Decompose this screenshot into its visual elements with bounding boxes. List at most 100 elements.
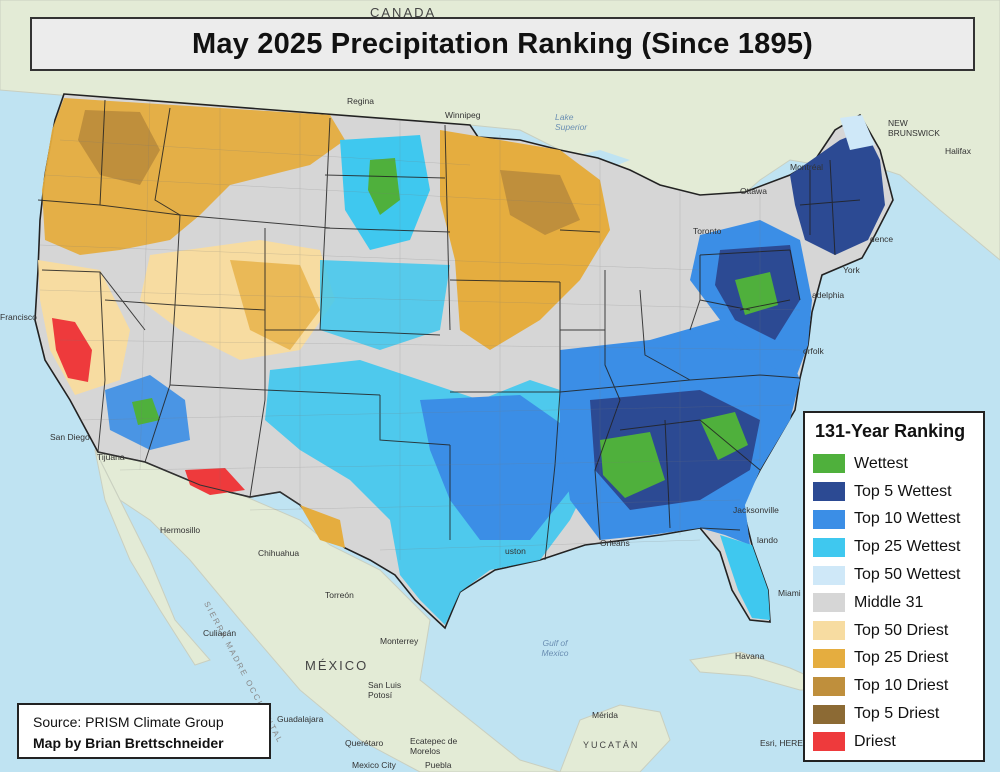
legend-item-top10-driest: Top 10 Driest: [813, 672, 975, 700]
new-england-top50-wet-patch: [840, 115, 875, 150]
legend-label: Driest: [854, 732, 896, 750]
legend-swatch: [813, 676, 845, 696]
label-tijuana: Tijuana: [97, 452, 125, 462]
montana-wettest-patch: [368, 158, 400, 215]
label-miami: Miami: [778, 588, 801, 598]
great-basin-dry-patch: [230, 260, 320, 350]
plains-wet-patch: [320, 260, 450, 350]
legend-swatch: [813, 537, 845, 557]
florida-wet-patch: [720, 535, 770, 620]
label-san-luis-potosi: San Luis Potosí: [368, 680, 402, 700]
legend-swatch: [813, 621, 845, 641]
new-england-wet-patch: [790, 130, 885, 255]
arizona-driest-patch: [185, 468, 245, 495]
label-norfolk: orfolk: [803, 346, 824, 356]
label-monterrey: Monterrey: [380, 636, 419, 646]
legend-item-top50-wettest: Top 50 Wettest: [813, 561, 975, 589]
label-new-brunswick: NEW BRUNSWICK: [888, 118, 940, 138]
legend-label: Top 5 Driest: [854, 705, 940, 723]
label-merida: Mérida: [592, 710, 618, 720]
legend-item-middle31: Middle 31: [813, 589, 975, 617]
texas-coast-dry-patch: [300, 505, 345, 548]
legend-item-top5-wettest: Top 5 Wettest: [813, 478, 975, 506]
label-san-francisco: Francisco: [0, 312, 37, 322]
label-mexico-city: Mexico City: [352, 760, 396, 770]
southern-plains-top10-wet-patch: [420, 395, 570, 540]
legend-swatch: [813, 704, 845, 724]
legend-item-top25-driest: Top 25 Driest: [813, 645, 975, 673]
label-orlando: lando: [757, 535, 778, 545]
source-text: Source: PRISM Climate Group: [33, 714, 224, 730]
mexico-landmass: [94, 449, 561, 772]
legend-label: Top 10 Wettest: [854, 510, 961, 528]
label-mexico: MÉXICO: [305, 658, 369, 673]
legend-swatch: [813, 482, 845, 502]
author-credit: Map by Brian Brettschneider: [33, 735, 224, 751]
legend-label: Top 10 Driest: [854, 677, 949, 695]
label-yucatan: YUCATÁN: [583, 740, 640, 750]
legend-panel: 131-Year Ranking Wettest Top 5 Wettest T…: [803, 411, 985, 762]
label-canada: CANADA: [370, 5, 437, 20]
upper-midwest-top10-dry-patch: [500, 170, 580, 235]
label-torreon: Torreón: [325, 590, 354, 600]
legend-swatch: [813, 593, 845, 613]
label-providence: dence: [870, 234, 894, 244]
label-new-york: York: [843, 265, 860, 275]
label-hermosillo: Hermosillo: [160, 525, 201, 535]
baja-peninsula: [94, 449, 211, 666]
label-lake-superior: Lake Superior: [555, 112, 588, 132]
legend-item-wettest: Wettest: [813, 450, 975, 478]
legend-swatch: [813, 648, 845, 668]
label-houston: uston: [505, 546, 526, 556]
legend-item-top25-wettest: Top 25 Wettest: [813, 533, 975, 561]
label-gulf: Gulf of Mexico: [541, 638, 569, 658]
legend-label: Top 25 Driest: [854, 649, 949, 667]
legend-label: Top 50 Wettest: [854, 566, 961, 584]
legend-swatch: [813, 565, 845, 585]
label-puebla: Puebla: [425, 760, 452, 770]
label-halifax: Halifax: [945, 146, 971, 156]
map-title-box: May 2025 Precipitation Ranking (Since 18…: [30, 17, 975, 71]
legend-title: 131-Year Ranking: [815, 421, 966, 441]
label-havana: Havana: [735, 651, 765, 661]
us-mexico-border: [97, 451, 301, 506]
label-san-diego: San Diego: [50, 432, 90, 442]
label-philadelphia: adelphia: [812, 290, 845, 300]
legend-label: Wettest: [854, 454, 908, 472]
label-new-orleans: Orleans: [600, 538, 630, 548]
state-borders: [37, 99, 861, 561]
arizona-wettest-spot: [132, 398, 160, 425]
legend-label: Middle 31: [854, 593, 924, 611]
label-ottawa: Ottawa: [740, 186, 767, 196]
label-culiacan: Culiacán: [203, 628, 237, 638]
label-regina: Regina: [347, 96, 374, 106]
upper-midwest-dry-patch: [440, 130, 610, 350]
label-chihuahua: Chihuahua: [258, 548, 300, 558]
label-guadalajara: Guadalajara: [277, 714, 324, 724]
legend-label: Top 50 Driest: [854, 621, 949, 639]
legend-label: Top 25 Wettest: [854, 538, 961, 556]
southeast-wettest-patch-1: [600, 432, 665, 498]
map-title: May 2025 Precipitation Ranking (Since 18…: [191, 27, 814, 60]
label-esri: Esri, HERE: [760, 738, 803, 748]
legend-swatch: [813, 732, 845, 752]
southeast-wettest-patch-2: [700, 412, 748, 460]
legend-item-top50-driest: Top 50 Driest: [813, 617, 975, 645]
northwest-top10-dry-patch: [78, 110, 160, 185]
legend-swatch: [813, 454, 845, 474]
yucatan-peninsula: [559, 704, 671, 772]
label-montreal: Montréal: [790, 162, 824, 172]
legend-item-top10-wettest: Top 10 Wettest: [813, 506, 975, 534]
legend-item-top5-driest: Top 5 Driest: [813, 700, 975, 728]
legend-label: Top 5 Wettest: [854, 482, 952, 500]
label-jacksonville: Jacksonville: [733, 505, 779, 515]
label-winnipeg: Winnipeg: [445, 110, 481, 120]
legend-item-driest: Driest: [813, 728, 975, 756]
source-credit-box: Source: PRISM Climate Group Map by Brian…: [17, 703, 271, 759]
label-toronto: Toronto: [693, 226, 722, 236]
label-queretaro: Querétaro: [345, 738, 384, 748]
label-ecatepec: Ecatepec de Morelos: [410, 736, 458, 756]
california-driest-patch: [52, 318, 92, 382]
county-grid: [39, 99, 801, 570]
